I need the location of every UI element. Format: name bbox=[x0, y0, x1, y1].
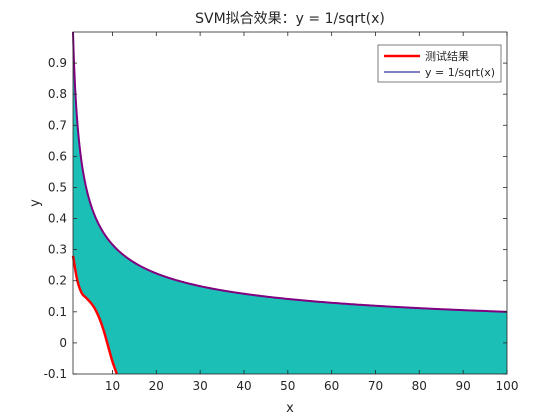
y-tick-label: 0.5 bbox=[48, 180, 67, 194]
x-tick-label: 100 bbox=[496, 379, 519, 393]
y-axis: -0.1 0 0.1 0.2 0.3 0.4 0.5 0.6 0.7 0.8 0.9 bbox=[44, 56, 507, 381]
y-tick-label: 0.6 bbox=[48, 149, 67, 163]
y-tick-label: 0.7 bbox=[48, 118, 67, 132]
x-tick-label: 80 bbox=[412, 379, 427, 393]
x-tick-label: 90 bbox=[456, 379, 471, 393]
y-tick-label: 0.2 bbox=[48, 274, 67, 288]
y-axis-label: y bbox=[28, 199, 43, 207]
y-tick-label: -0.1 bbox=[44, 367, 67, 381]
y-tick-label: 0.1 bbox=[48, 305, 67, 319]
plot-area bbox=[71, 31, 508, 375]
y-tick-label: 0.9 bbox=[48, 56, 67, 70]
y-tick-label: 0.4 bbox=[48, 212, 67, 226]
legend-box bbox=[377, 44, 502, 83]
legend-label-test: 测试结果 bbox=[425, 50, 469, 63]
series-line-test bbox=[71, 255, 119, 375]
x-axis-label: x bbox=[286, 401, 294, 416]
axes-box bbox=[72, 31, 508, 375]
x-tick-label: 20 bbox=[149, 379, 164, 393]
x-tick-label: 60 bbox=[324, 379, 339, 393]
x-tick-label: 40 bbox=[236, 379, 251, 393]
legend-label-function: y = 1/sqrt(x) bbox=[425, 66, 495, 79]
legend: 测试结果 y = 1/sqrt(x) bbox=[377, 44, 502, 83]
x-axis: 10 20 30 40 50 60 70 80 90 100 bbox=[105, 32, 519, 393]
x-tick-label: 50 bbox=[280, 379, 295, 393]
y-tick-label: 0 bbox=[59, 336, 67, 350]
y-tick-label: 0.8 bbox=[48, 87, 67, 101]
chart-title: SVM拟合效果：y = 1/sqrt(x) bbox=[195, 11, 385, 27]
y-tick-label: 0.3 bbox=[48, 243, 67, 257]
x-tick-label: 30 bbox=[192, 379, 207, 393]
series-line-function bbox=[72, 31, 508, 313]
x-tick-label: 10 bbox=[105, 379, 120, 393]
fill-region bbox=[73, 32, 507, 374]
x-tick-label: 70 bbox=[368, 379, 383, 393]
